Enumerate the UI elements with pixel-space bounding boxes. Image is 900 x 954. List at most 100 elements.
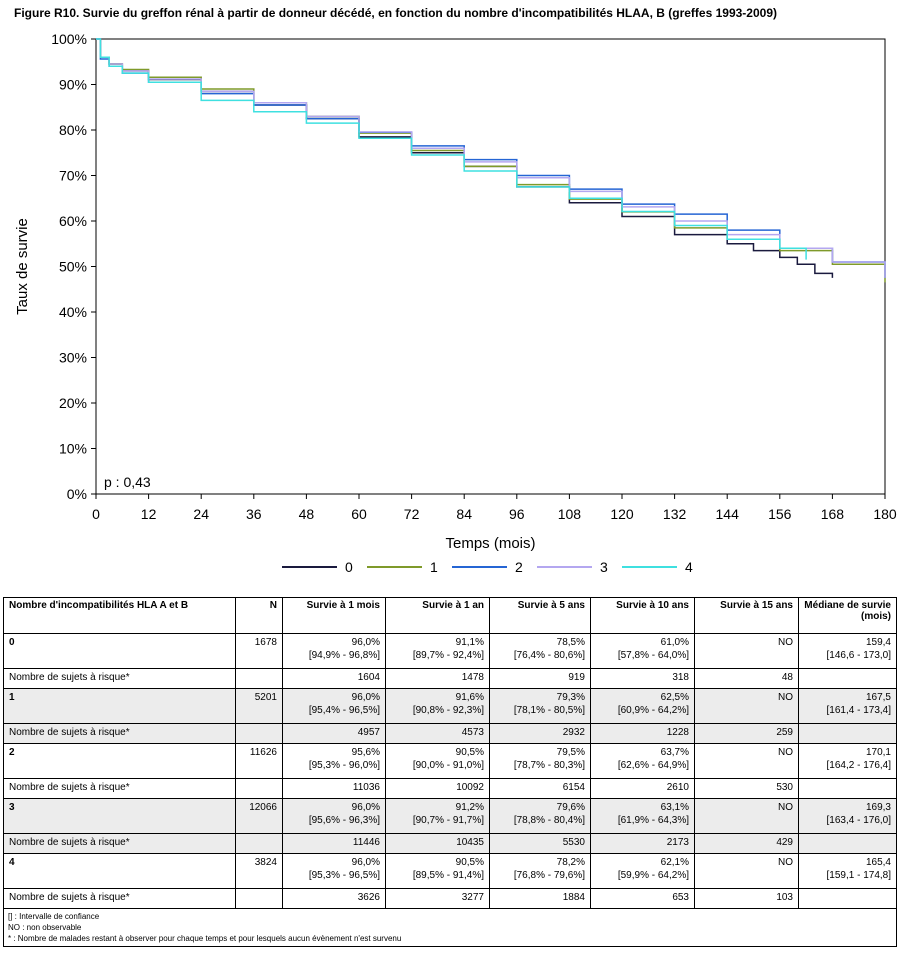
survival-15-years: NO <box>694 853 799 889</box>
median-survival: 169,3 [163,4 - 176,0] <box>798 798 897 834</box>
risk-count: 4957 <box>282 723 386 744</box>
survival-15-years-value: NO <box>778 747 793 758</box>
header-n: N <box>235 597 283 634</box>
y-tick-label: 80% <box>59 122 87 138</box>
survival-10-years: 62,5% [60,9% - 64,2%] <box>590 688 695 724</box>
survival-1-year-ci: [90,7% - 91,7%] <box>412 815 484 826</box>
survival-5-years-value: 78,2% <box>556 857 585 868</box>
survival-1-month-ci: [95,4% - 96,5%] <box>308 705 380 716</box>
survival-1-month-value: 95,6% <box>351 747 380 758</box>
y-tick-label: 0% <box>67 486 87 502</box>
median-survival-ci: [163,4 - 176,0] <box>826 815 892 826</box>
header-survival-5-years: Survie à 5 ans <box>489 597 591 634</box>
note-confidence-interval: [] : Intervalle de confiance <box>8 912 100 921</box>
survival-1-year-ci: [90,0% - 91,0%] <box>412 760 484 771</box>
table-row-risk: Nombre de sujets à risque* 3626 3277 1884 65… <box>3 888 897 909</box>
note-subjects-at-risk: * : Nombre de malades restant à observer… <box>8 934 402 943</box>
survival-1-month-value: 96,0% <box>351 637 380 648</box>
risk-median-empty <box>798 833 897 854</box>
risk-count: 429 <box>694 833 799 854</box>
header-survival-15-years: Survie à 15 ans <box>694 597 799 634</box>
survival-5-years: 79,5% [78,7% - 80,3%] <box>489 743 591 779</box>
risk-count: 2173 <box>590 833 695 854</box>
table-row-risk: Nombre de sujets à risque* 11036 10092 6154… <box>3 778 897 799</box>
survival-1-year: 90,5% [90,0% - 91,0%] <box>385 743 490 779</box>
y-tick-label: 70% <box>59 168 87 184</box>
survival-1-year: 91,2% [90,7% - 91,7%] <box>385 798 490 834</box>
survival-1-month-ci: [95,6% - 96,3%] <box>308 815 380 826</box>
survival-15-years: NO <box>694 743 799 779</box>
legend-label-4: 4 <box>685 559 693 575</box>
y-tick-label: 50% <box>59 259 87 275</box>
risk-count: 259 <box>694 723 799 744</box>
survival-15-years-value: NO <box>778 802 793 813</box>
survival-15-years: NO <box>694 633 799 669</box>
risk-count: 10092 <box>385 778 490 799</box>
survival-10-years-value: 63,1% <box>660 802 689 813</box>
risk-count: 4573 <box>385 723 490 744</box>
survival-1-year-ci: [89,7% - 92,4%] <box>412 650 484 661</box>
survival-table: Nombre d'incompatibilités HLA A et B N S… <box>3 597 897 947</box>
survival-1-year-value: 90,5% <box>455 747 484 758</box>
survival-10-years: 63,1% [61,9% - 64,3%] <box>590 798 695 834</box>
x-tick-label: 60 <box>351 506 367 522</box>
survival-5-years-ci: [78,7% - 80,3%] <box>513 760 585 771</box>
x-tick-label: 96 <box>509 506 525 522</box>
median-survival-ci: [164,2 - 176,4] <box>826 760 892 771</box>
median-survival: 170,1 [164,2 - 176,4] <box>798 743 897 779</box>
survival-5-years: 79,6% [78,8% - 80,4%] <box>489 798 591 834</box>
y-tick-label: 10% <box>59 441 87 457</box>
legend-label-2: 2 <box>515 559 523 575</box>
survival-1-month-ci: [95,3% - 96,5%] <box>308 870 380 881</box>
table-row-risk: Nombre de sujets à risque* 4957 4573 2932 12… <box>3 723 897 744</box>
figure-title: Figure R10. Survie du greffon rénal à pa… <box>14 6 777 20</box>
group-label: 2 <box>3 743 236 779</box>
survival-1-month-value: 96,0% <box>351 802 380 813</box>
risk-count: 3626 <box>282 888 386 909</box>
median-survival-value: 170,1 <box>865 747 891 758</box>
survival-1-year: 91,6% [90,8% - 92,3%] <box>385 688 490 724</box>
header-median-survival: Médiane de survie (mois) <box>798 597 897 634</box>
risk-n-empty <box>235 888 283 909</box>
median-survival-value: 165,4 <box>865 857 891 868</box>
survival-10-years-ci: [57,8% - 64,0%] <box>617 650 689 661</box>
risk-count: 1604 <box>282 668 386 689</box>
risk-label: Nombre de sujets à risque* <box>3 778 236 799</box>
y-tick-label: 90% <box>59 77 87 93</box>
survival-1-year-ci: [89,5% - 91,4%] <box>412 870 484 881</box>
risk-label: Nombre de sujets à risque* <box>3 723 236 744</box>
survival-5-years-ci: [78,1% - 80,5%] <box>513 705 585 716</box>
x-tick-label: 48 <box>299 506 315 522</box>
survival-1-year: 90,5% [89,5% - 91,4%] <box>385 853 490 889</box>
survival-15-years: NO <box>694 688 799 724</box>
survival-5-years-ci: [76,4% - 80,6%] <box>513 650 585 661</box>
survival-10-years-value: 62,5% <box>660 692 689 703</box>
series-line-1 <box>96 38 886 283</box>
x-tick-label: 180 <box>873 506 897 522</box>
survival-1-year: 91,1% [89,7% - 92,4%] <box>385 633 490 669</box>
risk-n-empty <box>235 723 283 744</box>
risk-count: 2610 <box>590 778 695 799</box>
x-tick-label: 156 <box>768 506 792 522</box>
group-n: 3824 <box>235 853 283 889</box>
legend-label-1: 1 <box>430 559 438 575</box>
series-line-2 <box>96 38 886 278</box>
y-axis-label: Taux de survie <box>14 218 31 315</box>
median-survival-value: 159,4 <box>865 637 891 648</box>
risk-n-empty <box>235 833 283 854</box>
x-tick-label: 84 <box>456 506 472 522</box>
survival-1-month: 96,0% [95,6% - 96,3%] <box>282 798 386 834</box>
table-header-row: Nombre d'incompatibilités HLA A et B N S… <box>3 597 897 634</box>
table-row-group: 2 11626 95,6% [95,3% - 96,0%] 90,5% [90,0% - … <box>3 743 897 779</box>
survival-1-month: 95,6% [95,3% - 96,0%] <box>282 743 386 779</box>
risk-label: Nombre de sujets à risque* <box>3 888 236 909</box>
x-tick-label: 132 <box>663 506 687 522</box>
y-tick-label: 60% <box>59 213 87 229</box>
survival-5-years-ci: [76,8% - 79,6%] <box>513 870 585 881</box>
survival-5-years-value: 79,6% <box>556 802 585 813</box>
survival-5-years-value: 78,5% <box>556 637 585 648</box>
group-label: 4 <box>3 853 236 889</box>
risk-count: 103 <box>694 888 799 909</box>
risk-median-empty <box>798 723 897 744</box>
survival-10-years-ci: [60,9% - 64,2%] <box>617 705 689 716</box>
